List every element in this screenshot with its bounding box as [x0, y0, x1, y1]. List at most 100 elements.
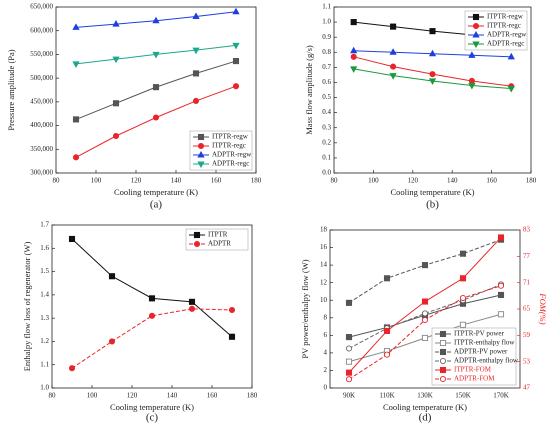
marker: [72, 116, 80, 123]
legend-label: ITPTR-regw: [487, 13, 524, 21]
panel-caption: (b): [426, 199, 439, 211]
y-tick-label: 350,000: [30, 145, 53, 153]
legend-label: ADPTR-PV power: [454, 348, 508, 356]
marker: [192, 97, 200, 104]
y-tick-label: 0.6: [322, 78, 331, 86]
x-tick-label: 100: [368, 177, 379, 185]
marker: [459, 275, 467, 282]
marker: [188, 305, 196, 312]
y-tick-label: 0.1: [322, 154, 331, 162]
marker: [472, 30, 480, 38]
marker: [497, 282, 505, 289]
marker: [428, 78, 437, 85]
marker: [193, 240, 201, 248]
marker: [390, 23, 397, 30]
y-tick-label: 1.3: [40, 314, 49, 322]
y-tick-label: 1.1: [40, 360, 49, 368]
marker: [439, 330, 447, 338]
y-tick-label: 0.8: [322, 48, 331, 56]
x-tick-label: 150K: [455, 392, 471, 400]
legend-label: ADPTR-enthalpy flow: [454, 357, 519, 365]
y-tick-label: 1.2: [40, 337, 49, 345]
legend-label: ITPTR-FOM: [454, 366, 492, 374]
y-tick-label: 1.4: [40, 290, 49, 298]
y2-tick-label: 65: [523, 305, 531, 313]
marker: [112, 20, 120, 27]
marker: [421, 298, 429, 305]
marker: [345, 299, 353, 306]
y-tick-label: 8: [324, 313, 328, 321]
y-tick-label: 400,000: [30, 121, 53, 129]
marker: [193, 231, 201, 239]
panel-caption: (c): [146, 412, 159, 424]
y-tick-label: 600,000: [30, 26, 53, 34]
marker: [389, 73, 397, 80]
y-tick-label: 450,000: [30, 97, 53, 105]
x-tick-label: 100: [91, 177, 102, 185]
marker: [472, 41, 480, 49]
marker: [345, 369, 353, 376]
marker: [468, 77, 475, 84]
y-axis-label: PV power/enthalpy flow (W): [300, 259, 310, 358]
x-tick-label: 110K: [379, 392, 394, 400]
marker: [439, 357, 447, 365]
x-tick-label: 120: [127, 392, 138, 400]
marker: [459, 321, 467, 328]
marker: [197, 150, 205, 158]
marker: [468, 51, 476, 58]
marker: [228, 306, 236, 314]
marker: [383, 275, 391, 282]
panel-caption: (d): [419, 412, 432, 424]
marker: [383, 327, 391, 334]
marker: [152, 51, 160, 59]
marker: [472, 13, 480, 21]
legend-label: ITPTR-regc: [487, 22, 521, 30]
legend-label: ADPTR-regc: [487, 40, 524, 48]
x-tick-label: 120: [131, 177, 142, 185]
y2-axis-label: FOM(%): [538, 292, 548, 324]
legend-label: ADPTR-regw: [212, 151, 252, 159]
marker: [497, 311, 505, 318]
marker: [389, 48, 397, 55]
y-tick-label: 1.6: [40, 244, 49, 252]
marker: [497, 291, 505, 299]
marker: [188, 298, 196, 305]
marker: [112, 56, 120, 64]
x-tick-label: 180: [251, 177, 262, 185]
x-tick-label: 130K: [417, 392, 433, 400]
legend-box: [431, 327, 517, 386]
y-tick-label: 2: [324, 366, 328, 374]
y-tick-label: 18: [320, 226, 328, 234]
y-axis-label: Pressure amplitude (Pa): [6, 49, 16, 130]
marker: [439, 366, 447, 374]
marker: [72, 61, 80, 68]
legend-label: ITPTR-regc: [212, 142, 246, 150]
y-tick-label: 0.9: [322, 33, 331, 41]
marker: [152, 114, 160, 121]
x-tick-label: 140: [171, 177, 182, 185]
marker: [350, 53, 357, 60]
y-tick-label: 1.0: [40, 384, 49, 392]
marker: [459, 294, 467, 302]
marker: [228, 333, 236, 340]
marker: [148, 312, 156, 319]
legend-label: ADPTR-regc: [212, 160, 249, 168]
marker: [421, 316, 429, 324]
y-tick-label: 6: [324, 331, 328, 339]
marker: [192, 70, 200, 77]
y2-tick-label: 77: [523, 252, 531, 260]
legend-label: ITPTR-enthalpy flow: [454, 339, 515, 347]
y2-tick-label: 47: [523, 384, 531, 392]
marker: [429, 71, 436, 78]
marker: [68, 365, 76, 372]
x-tick-label: 140: [447, 177, 458, 185]
x-axis-label: Cooling temperature (K): [383, 402, 467, 412]
y-tick-label: 16: [320, 243, 328, 251]
marker: [390, 63, 397, 70]
marker: [197, 133, 205, 141]
marker: [108, 338, 116, 345]
marker: [72, 23, 80, 30]
legend-label: ADPTR: [208, 240, 231, 248]
x-tick-label: 120: [408, 177, 419, 185]
plot-frame: [55, 6, 257, 174]
